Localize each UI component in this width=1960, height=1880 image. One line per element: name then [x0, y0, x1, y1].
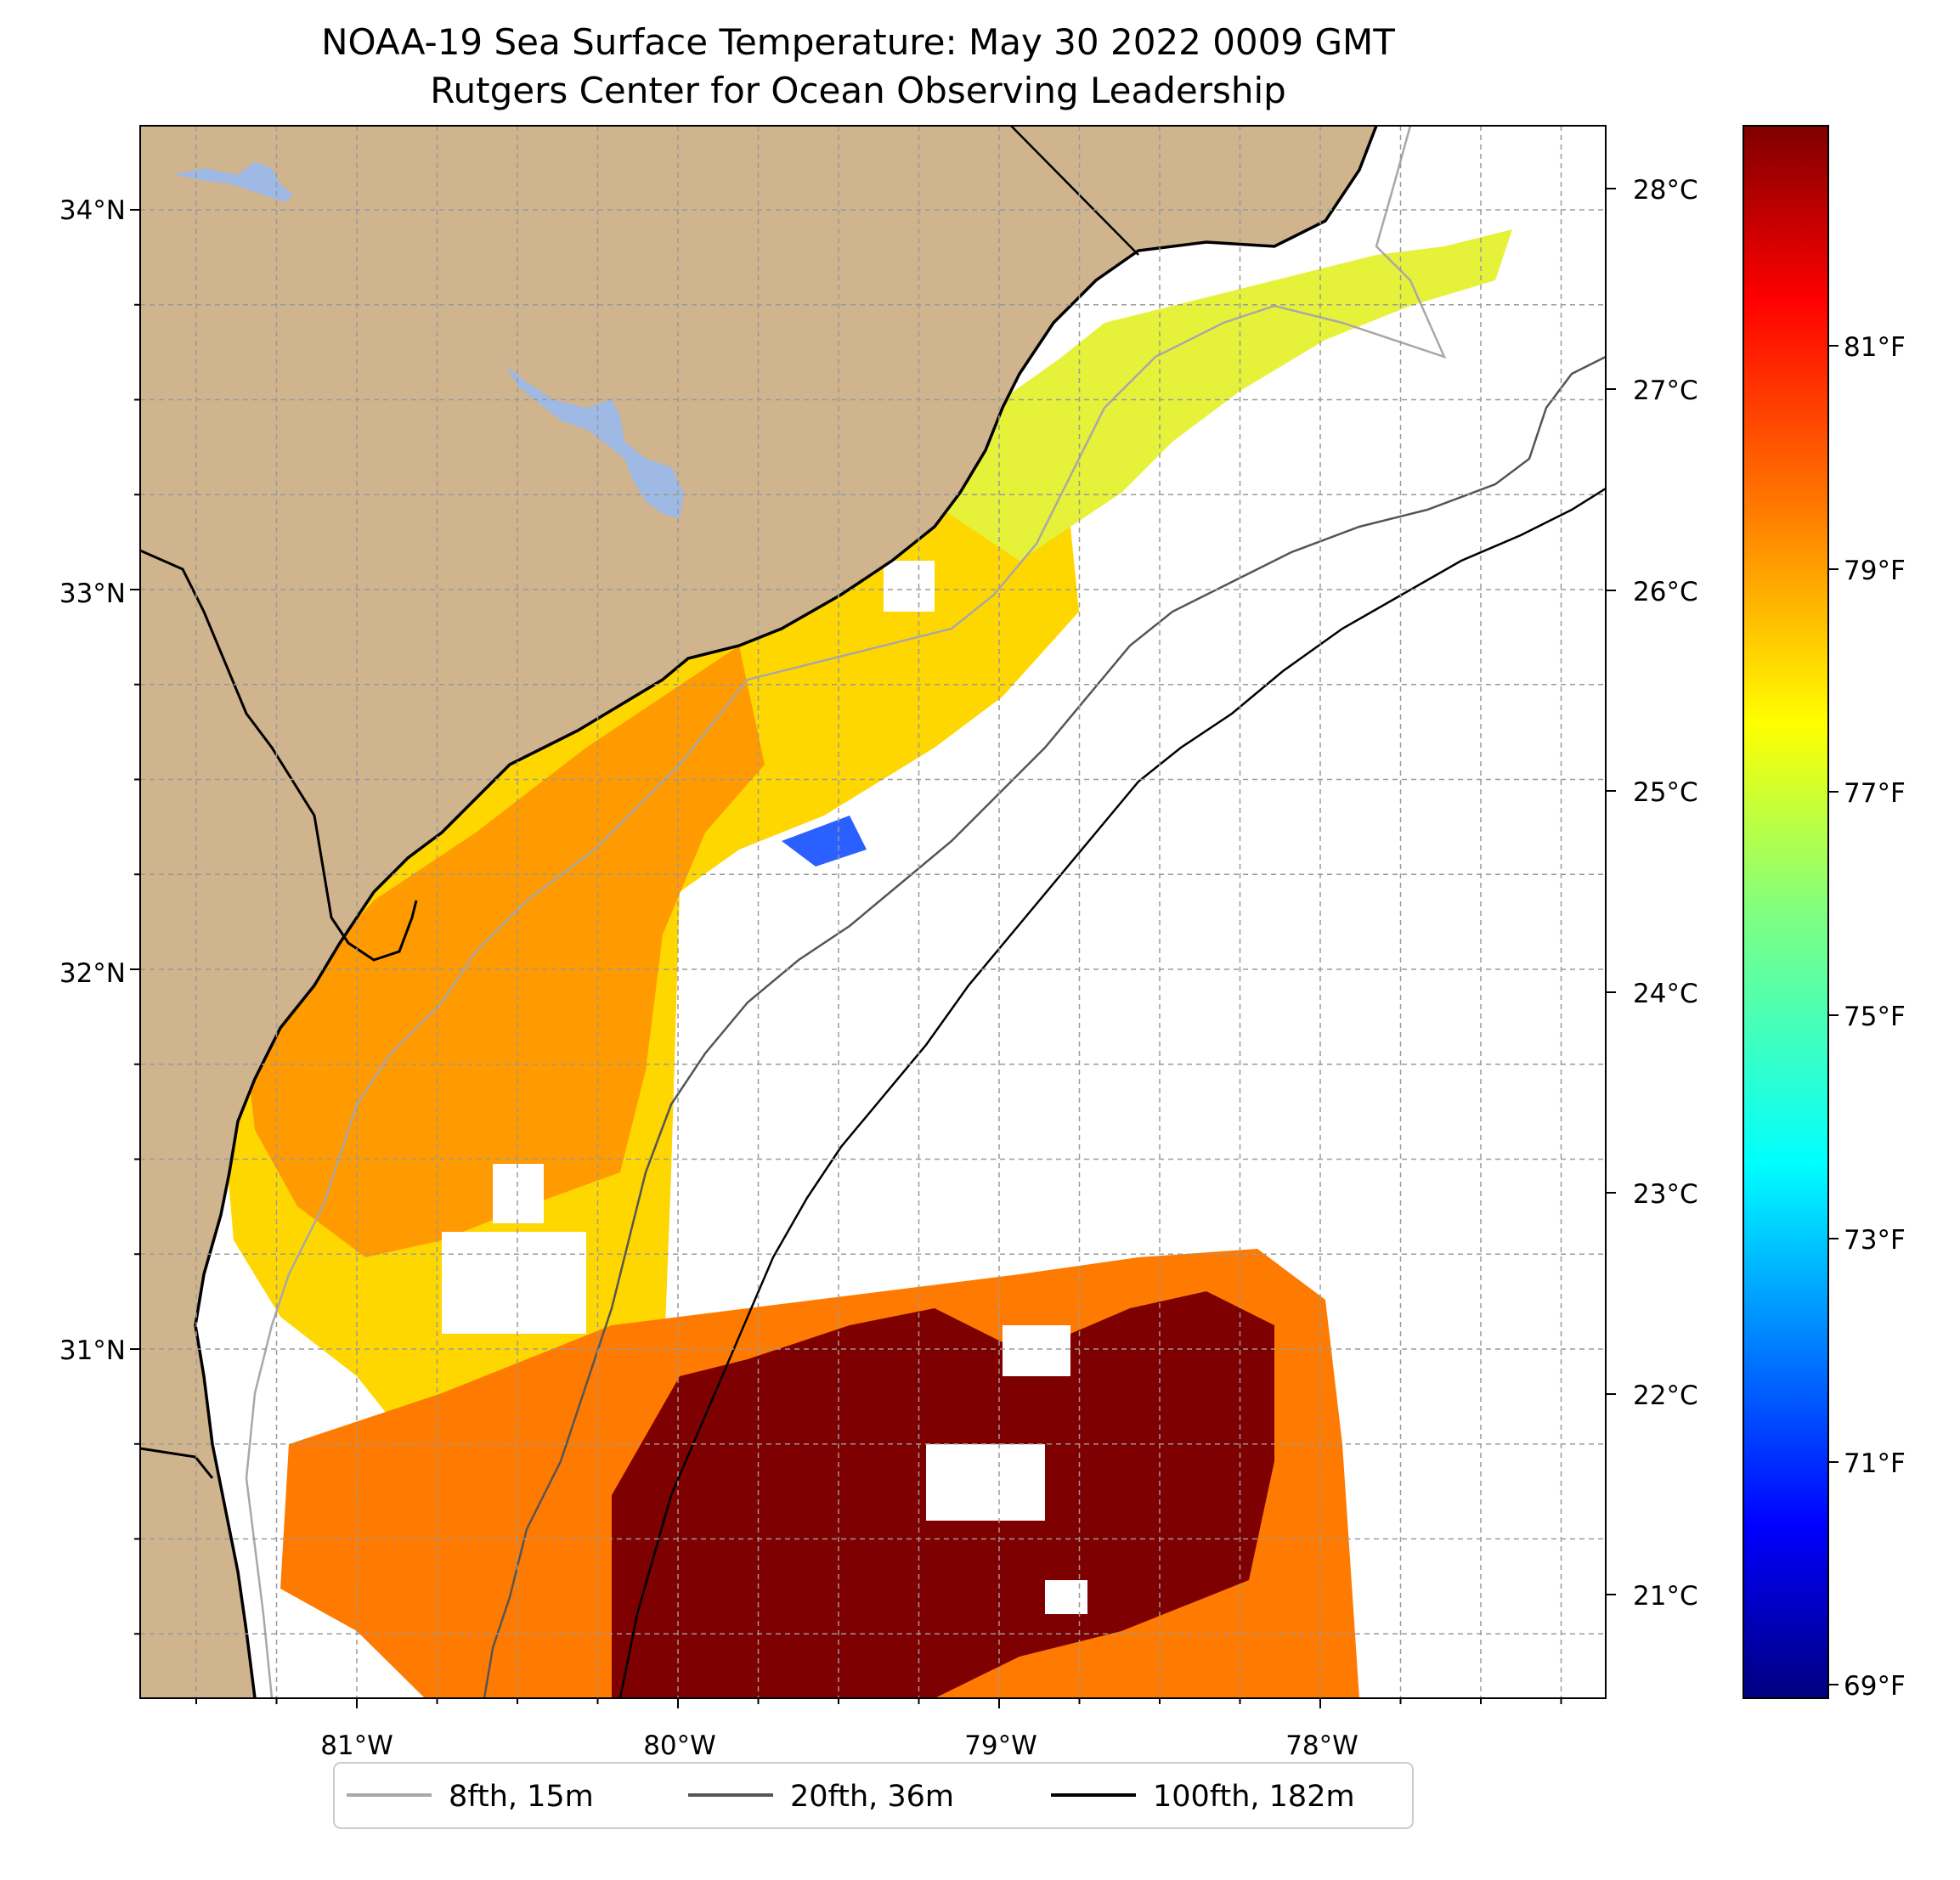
sst-field: [219, 229, 1512, 1698]
lat-label-34n: 34°N: [59, 195, 126, 226]
state-border-line: [1010, 126, 1139, 256]
fahrenheit-label-81: 81°F: [1844, 332, 1906, 363]
celsius-label-24: 24°C: [1633, 979, 1698, 1009]
celsius-label-25: 25°C: [1633, 777, 1698, 808]
cloud-gap: [442, 1232, 586, 1334]
coastline: [194, 126, 1378, 1698]
fahrenheit-label-69: 69°F: [1844, 1671, 1906, 1702]
fahrenheit-axis: 81°F 79°F 77°F 75°F 73°F 71°F 69°F: [1844, 332, 1906, 1702]
axis-ticks: [130, 209, 1562, 1708]
map-panel: [140, 126, 1606, 1698]
lake-large: [506, 365, 684, 518]
lat-label-31n: 31°N: [59, 1335, 126, 1366]
lon-label-79w: 79°W: [964, 1730, 1037, 1761]
celsius-axis: 28°C 27°C 26°C 25°C 24°C 23°C 22°C 21°C: [1633, 175, 1698, 1612]
cloud-gap: [926, 1444, 1045, 1521]
fahrenheit-label-77: 77°F: [1844, 778, 1906, 809]
sst-zone-northern-patches: [943, 229, 1512, 561]
title-line-1: NOAA-19 Sea Surface Temperature: May 30 …: [321, 21, 1395, 63]
lon-label-80w: 80°W: [643, 1730, 716, 1761]
sst-zone-cool-band: [782, 816, 867, 867]
celsius-label-22: 22°C: [1633, 1380, 1698, 1411]
fahrenheit-label-71: 71°F: [1844, 1448, 1906, 1479]
lake-small: [174, 161, 293, 202]
celsius-label-21: 21°C: [1633, 1581, 1698, 1612]
celsius-label-26: 26°C: [1633, 577, 1698, 607]
fahrenheit-label-79: 79°F: [1844, 556, 1906, 586]
river-border-line: [140, 549, 418, 962]
colorbar: [1743, 125, 1829, 1699]
cloud-gap: [1003, 1325, 1070, 1376]
land-area: [140, 126, 1376, 1698]
sst-zone-warm-shelf: [246, 646, 765, 1257]
isobath-8fth-line: [245, 126, 1447, 1698]
celsius-label-28: 28°C: [1633, 175, 1698, 206]
legend-label-100fth: 100fth, 182m: [1153, 1780, 1355, 1814]
legend-box: [333, 1762, 1414, 1829]
fahrenheit-label-73: 73°F: [1844, 1225, 1906, 1256]
southern-border-line: [140, 1447, 214, 1479]
isobath-20fth-line: [483, 355, 1606, 1698]
cloud-gap: [884, 561, 935, 612]
legend-label-20fth: 20fth, 36m: [790, 1780, 954, 1814]
lat-label-32n: 32°N: [59, 958, 126, 989]
isobath-100fth-line: [619, 487, 1606, 1698]
cloud-gap: [1045, 1580, 1087, 1614]
lon-label-78w: 78°W: [1285, 1730, 1358, 1761]
title-line-2: Rutgers Center for Ocean Observing Leade…: [430, 70, 1286, 111]
fahrenheit-label-75: 75°F: [1844, 1002, 1906, 1032]
map-frame: [139, 125, 1607, 1699]
cloud-gap: [493, 1164, 544, 1223]
lat-label-33n: 33°N: [59, 579, 126, 609]
celsius-label-27: 27°C: [1633, 375, 1698, 406]
lon-label-81w: 81°W: [320, 1730, 393, 1761]
colorbar-ticks: [1606, 188, 1839, 1685]
gridlines: [140, 126, 1606, 1698]
legend-label-8fth: 8fth, 15m: [449, 1780, 594, 1814]
celsius-label-23: 23°C: [1633, 1179, 1698, 1210]
legend: 8fth, 15m 20fth, 36m 100fth, 182m: [333, 1762, 1414, 1829]
